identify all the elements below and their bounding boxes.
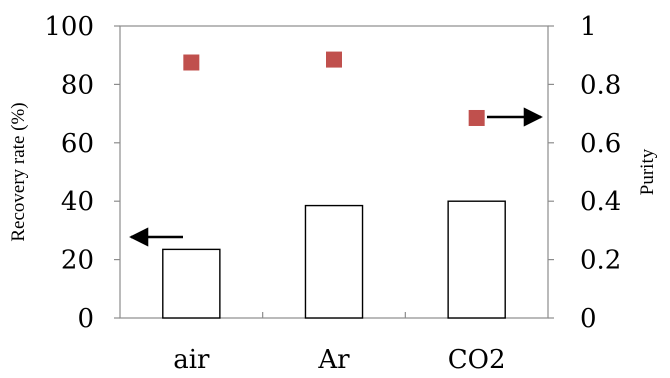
recovery-bar [304, 204, 364, 319]
x-axis-tick-label: air [173, 345, 210, 375]
right-axis-tick-label: 0.4 [580, 187, 621, 217]
left-axis-tick-label: 20 [61, 246, 94, 276]
x-axis-tick-labels: air Ar CO2 [173, 345, 505, 375]
purity-point [326, 51, 342, 68]
x-axis-tick-label: CO2 [448, 345, 506, 375]
left-axis-tick-label: 100 [44, 12, 94, 42]
right-axis-tick-label: 0.6 [580, 129, 621, 159]
right-axis-tick-label: 0.8 [580, 70, 621, 100]
right-axis-ticks: 0 0.2 0.4 0.6 0.8 1 [548, 12, 621, 334]
right-axis-tick-label: 1 [580, 12, 597, 42]
left-axis-tick-label: 60 [61, 129, 94, 159]
recovery-bar [447, 200, 506, 319]
left-axis-tick-label: 0 [77, 304, 94, 334]
right-axis-tick-label: 0 [580, 304, 597, 334]
left-axis-ticks: 0 20 40 60 80 100 [44, 12, 120, 334]
left-axis-tick-label: 80 [61, 70, 94, 100]
x-axis-ticks [262, 312, 406, 318]
right-axis-title: Purity [637, 148, 658, 195]
x-axis-tick-label: Ar [317, 345, 350, 375]
purity-series [183, 51, 485, 126]
right-axis-tick-label: 0.2 [580, 246, 621, 276]
purity-point [468, 109, 485, 126]
left-axis-tick-label: 40 [61, 187, 94, 217]
left-axis-title: Recovery rate (%) [8, 102, 29, 241]
purity-point [183, 54, 200, 71]
bar-series [162, 200, 506, 319]
recovery-bar [162, 248, 221, 319]
